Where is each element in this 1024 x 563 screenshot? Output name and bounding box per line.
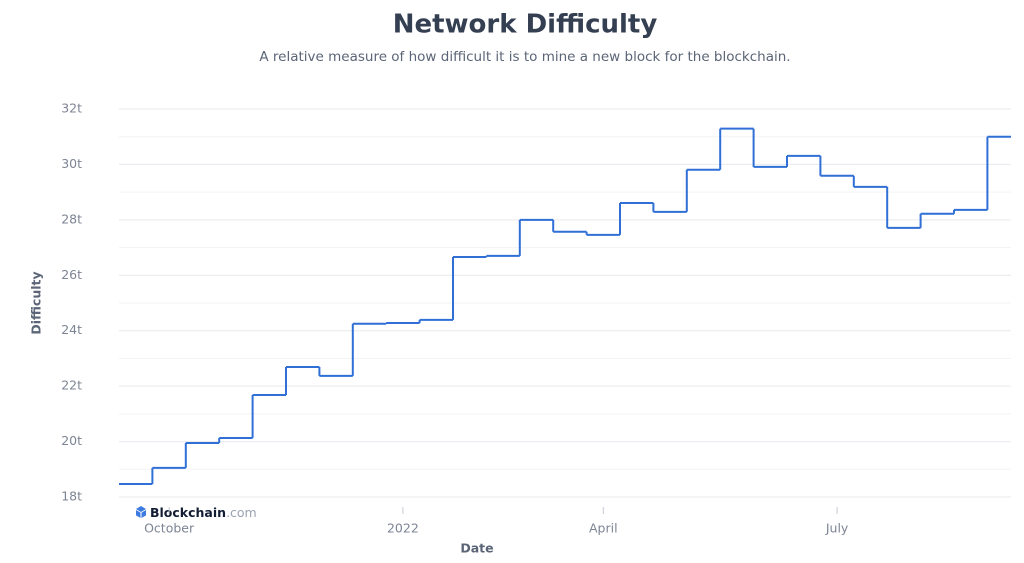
- brand-icon: [136, 506, 146, 518]
- brand-text: Blockchain.com: [150, 505, 257, 520]
- y-axis-title: Difficulty: [29, 271, 44, 334]
- y-tick-label: 20t: [61, 433, 82, 448]
- y-tick-label: 18t: [61, 489, 82, 504]
- y-tick-label: 32t: [61, 101, 82, 116]
- x-tick-label: 2022: [387, 521, 419, 536]
- chart-subtitle: A relative measure of how difficult it i…: [259, 49, 790, 65]
- y-tick-label: 24t: [61, 322, 82, 337]
- x-tick-label: April: [589, 521, 618, 536]
- y-tick-label: 30t: [61, 156, 82, 171]
- x-tick-label: July: [825, 521, 849, 536]
- y-tick-label: 26t: [61, 267, 82, 282]
- y-tick-label: 28t: [61, 211, 82, 226]
- chart-title: Network Difficulty: [393, 10, 658, 40]
- brand-domain: .com: [226, 505, 257, 520]
- brand-name: Blockchain: [150, 505, 226, 520]
- x-tick-label: October: [144, 521, 195, 536]
- watermark: Blockchain.com: [136, 505, 257, 520]
- x-axis-title: Date: [460, 541, 493, 556]
- y-tick-label: 22t: [61, 378, 82, 393]
